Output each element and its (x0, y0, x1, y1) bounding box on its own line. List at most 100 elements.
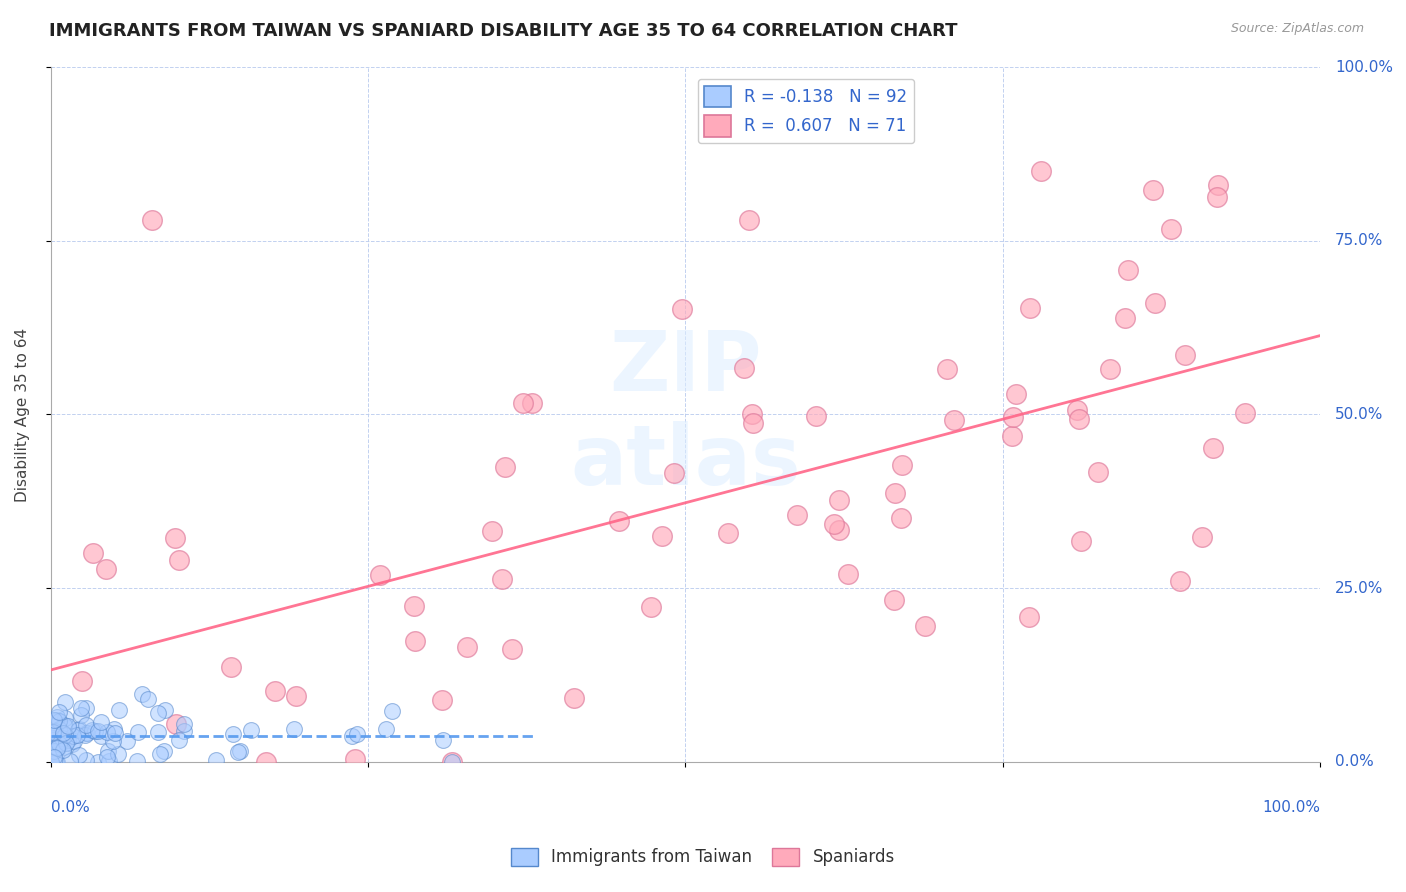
Text: 100.0%: 100.0% (1263, 800, 1320, 815)
Point (1233, 406, 1256, 420)
Point (42, 725, 65, 739)
Point (1160, 222, 1182, 236)
Point (441, 755, 464, 769)
Point (1208, 178, 1230, 193)
Point (169, 552, 191, 566)
Point (1191, 530, 1213, 544)
Point (283, 723, 305, 737)
Point (66, 728, 89, 742)
Text: IMMIGRANTS FROM TAIWAN VS SPANIARD DISABILITY AGE 35 TO 64 CORRELATION CHART: IMMIGRANTS FROM TAIWAN VS SPANIARD DISAB… (49, 22, 957, 40)
Point (69, 701, 91, 715)
Point (48, 705, 70, 719)
Point (67, 723, 90, 738)
Point (239, 723, 262, 738)
Point (127, 725, 149, 739)
Point (340, 729, 363, 743)
Point (1116, 263, 1139, 277)
Point (45, 755, 67, 769)
Point (75, 700, 97, 714)
Legend: Immigrants from Taiwan, Spaniards: Immigrants from Taiwan, Spaniards (505, 841, 901, 873)
Point (1143, 295, 1166, 310)
Point (741, 407, 763, 421)
Point (58, 755, 80, 769)
Point (96, 750, 118, 764)
Point (1142, 183, 1164, 197)
Point (107, 747, 129, 762)
Point (41, 726, 63, 740)
Point (108, 703, 131, 717)
Point (884, 485, 907, 500)
Text: Source: ZipAtlas.com: Source: ZipAtlas.com (1230, 22, 1364, 36)
Point (221, 727, 243, 741)
Point (914, 619, 936, 633)
Point (1087, 465, 1109, 479)
Point (254, 755, 277, 769)
Text: 75.0%: 75.0% (1336, 234, 1384, 248)
Point (823, 516, 845, 531)
Point (70, 708, 93, 723)
Point (402, 599, 425, 613)
Point (58, 721, 80, 735)
Point (671, 301, 693, 316)
Point (651, 529, 673, 543)
Point (491, 572, 513, 586)
Point (44, 744, 66, 758)
Point (512, 396, 534, 410)
Point (148, 724, 170, 739)
Point (226, 745, 249, 759)
Point (83, 723, 105, 738)
Point (733, 361, 755, 376)
Point (42, 750, 65, 764)
Point (53, 711, 76, 725)
Point (1099, 361, 1122, 376)
Point (63, 734, 86, 748)
Point (125, 754, 148, 768)
Point (46, 755, 69, 769)
Point (1005, 386, 1028, 401)
Point (141, 213, 163, 227)
Point (285, 690, 308, 704)
Point (104, 725, 127, 739)
Point (51, 731, 73, 745)
Point (45, 710, 67, 724)
Point (117, 734, 139, 748)
Point (173, 724, 195, 739)
Point (742, 416, 765, 430)
Point (1018, 610, 1040, 624)
Point (1174, 347, 1197, 361)
Point (883, 592, 905, 607)
Point (48, 741, 70, 756)
Point (86, 723, 108, 738)
Point (55, 736, 77, 750)
Point (44, 724, 66, 739)
Point (219, 660, 242, 674)
Point (70, 673, 93, 688)
Point (90, 729, 112, 743)
Point (662, 466, 685, 480)
Point (67, 722, 90, 736)
Point (229, 744, 252, 758)
Point (1205, 190, 1227, 204)
Point (440, 755, 463, 769)
Point (1001, 429, 1024, 443)
Point (1202, 441, 1225, 455)
Point (640, 600, 662, 615)
Point (42, 733, 65, 747)
Point (45, 740, 67, 755)
Point (146, 706, 169, 720)
Point (48, 737, 70, 751)
Point (456, 640, 478, 654)
Point (41, 731, 63, 745)
Point (41, 725, 63, 739)
Point (52, 743, 75, 757)
Point (48, 722, 70, 736)
Point (75, 718, 97, 732)
Point (430, 693, 453, 707)
Point (481, 524, 503, 538)
Point (60, 737, 83, 751)
Point (101, 734, 124, 748)
Point (82, 723, 104, 737)
Point (738, 213, 761, 227)
Y-axis label: Disability Age 35 to 64: Disability Age 35 to 64 (15, 327, 30, 501)
Point (58, 733, 80, 747)
